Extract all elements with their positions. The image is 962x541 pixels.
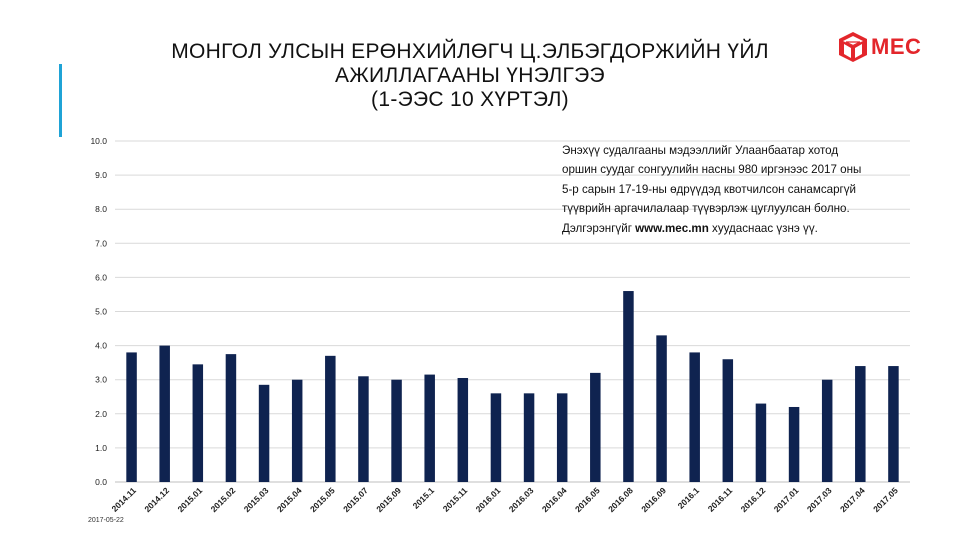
bar-2016.05 xyxy=(590,372,601,482)
y-tick-label: 3.0 xyxy=(95,375,107,385)
note-line-2: оршин суудаг сонгуулийн насны 980 иргэнэ… xyxy=(562,163,862,177)
note-line-5: Дэлгэрэнгүйг www.mec.mn хуудаснаас үзнэ … xyxy=(562,219,907,238)
bar-2017.04 xyxy=(855,366,866,482)
bar-2015.03 xyxy=(258,384,270,482)
grid-lines xyxy=(115,140,910,483)
title-line-1: МОНГОЛ УЛСЫН ЕРӨНХИЙЛӨГЧ Ц.ЭЛБЭГДОРЖИЙН … xyxy=(171,40,769,63)
footer-date: 2017-05-22 xyxy=(88,517,124,524)
x-tick-label: 2015.04 xyxy=(275,485,304,514)
y-tick-label: 9.0 xyxy=(95,170,107,180)
title-line-2: АЖИЛЛАГААНЫ ҮНЭЛГЭЭ xyxy=(335,64,605,87)
bar-2016.11 xyxy=(722,359,734,482)
note-line-1: Энэхүү судалгааны мэдээллийг Улаанбаатар… xyxy=(562,144,839,157)
x-axis-ticks: 2014.11 2014.12 2015.01 2015.02 2015.03 2015.… xyxy=(110,485,901,514)
bar-2017.05 xyxy=(888,366,899,482)
x-tick-label: 2017.04 xyxy=(838,485,867,514)
y-tick-label: 4.0 xyxy=(95,341,107,351)
y-tick-label: 2.0 xyxy=(95,409,107,419)
x-tick-label: 2016.05 xyxy=(573,485,602,514)
note-line-3: 5-р сарын 17-19-ны өдрүүдэд квотчилсон с… xyxy=(562,182,857,196)
x-tick-label: 2017.05 xyxy=(871,485,900,514)
bar-2015.05 xyxy=(325,355,336,482)
mec-cube-logo-icon xyxy=(839,32,867,62)
bar-2014.12 xyxy=(159,345,170,482)
note-line-4: түүврийн аргачилалаар түүвэрлэж цуглуулс… xyxy=(562,202,850,216)
bar-2015.07 xyxy=(358,376,369,482)
logo-text: MEC xyxy=(871,34,922,59)
y-tick-label: 6.0 xyxy=(95,272,107,282)
y-axis-ticks: 0.0 1.0 2.0 3.0 4.0 5.0 6.0 7.0 8.0 9.0 10.0 xyxy=(90,136,107,487)
bar-2016.12 xyxy=(755,403,767,482)
x-tick-label: 2016.03 xyxy=(507,485,536,514)
y-tick-label: 10.0 xyxy=(90,136,107,146)
bar-2015.11 xyxy=(457,377,469,482)
y-tick-label: 5.0 xyxy=(95,307,107,317)
bar-2016.09 xyxy=(656,335,667,482)
x-tick-label: 2016.09 xyxy=(639,485,668,514)
bar-2017.03 xyxy=(821,379,833,482)
bar-2016.08 xyxy=(623,291,634,482)
note-line-5-suffix: хуудаснаас үзнэ үү. xyxy=(708,221,818,235)
x-tick-label: 2014.11 xyxy=(110,485,139,514)
survey-note: Энэхүү судалгааны мэдээллийг Улаанбаатар… xyxy=(562,141,907,238)
x-tick-label: 2016.1 xyxy=(676,485,702,511)
x-tick-label: 2016.11 xyxy=(706,485,735,514)
bar-2014.11 xyxy=(126,352,137,482)
page-title: МОНГОЛ УЛСЫН ЕРӨНХИЙЛӨГЧ Ц.ЭЛБЭГДОРЖИЙН … xyxy=(140,40,800,112)
bar-2015.1 xyxy=(424,374,435,482)
x-tick-label: 2015.03 xyxy=(242,485,271,514)
x-tick-label: 2014.12 xyxy=(142,485,171,514)
accent-bar xyxy=(59,64,62,137)
x-tick-label: 2015.01 xyxy=(175,485,204,514)
x-tick-label: 2015.1 xyxy=(411,485,437,511)
note-line-5-prefix: Дэлгэрэнгүйг xyxy=(562,221,636,235)
x-tick-label: 2015.09 xyxy=(374,485,403,514)
bar-2016.01 xyxy=(490,393,502,482)
x-tick-label: 2015.07 xyxy=(341,485,370,514)
x-tick-label: 2016.08 xyxy=(606,485,635,514)
y-tick-label: 8.0 xyxy=(95,204,107,214)
bar-2016.03 xyxy=(523,393,535,482)
x-tick-label: 2016.01 xyxy=(474,485,503,514)
title-line-3: (1-ЭЭС 10 ХҮРТЭЛ) xyxy=(371,88,569,111)
bar-2015.02 xyxy=(225,354,237,482)
bar-2016.1 xyxy=(689,352,700,482)
x-tick-label: 2017.03 xyxy=(805,485,834,514)
bar-2015.01 xyxy=(192,364,204,482)
y-tick-label: 0.0 xyxy=(95,477,107,487)
x-tick-label: 2017.01 xyxy=(772,485,801,514)
bar-2015.09 xyxy=(391,379,402,482)
bars xyxy=(126,291,899,482)
mec-website-link[interactable]: www.mec.mn xyxy=(635,221,709,235)
bar-2017.01 xyxy=(788,406,800,482)
mec-logo: MEC xyxy=(838,30,933,64)
bar-2016.04 xyxy=(556,393,568,482)
y-tick-label: 7.0 xyxy=(95,238,107,248)
x-tick-label: 2016.04 xyxy=(540,485,569,514)
x-tick-label: 2016.12 xyxy=(739,485,768,514)
x-tick-label: 2015.02 xyxy=(209,485,238,514)
y-tick-label: 1.0 xyxy=(95,443,107,453)
bar-2015.04 xyxy=(291,379,303,482)
x-tick-label: 2015.11 xyxy=(441,485,470,514)
x-tick-label: 2015.05 xyxy=(308,485,337,514)
